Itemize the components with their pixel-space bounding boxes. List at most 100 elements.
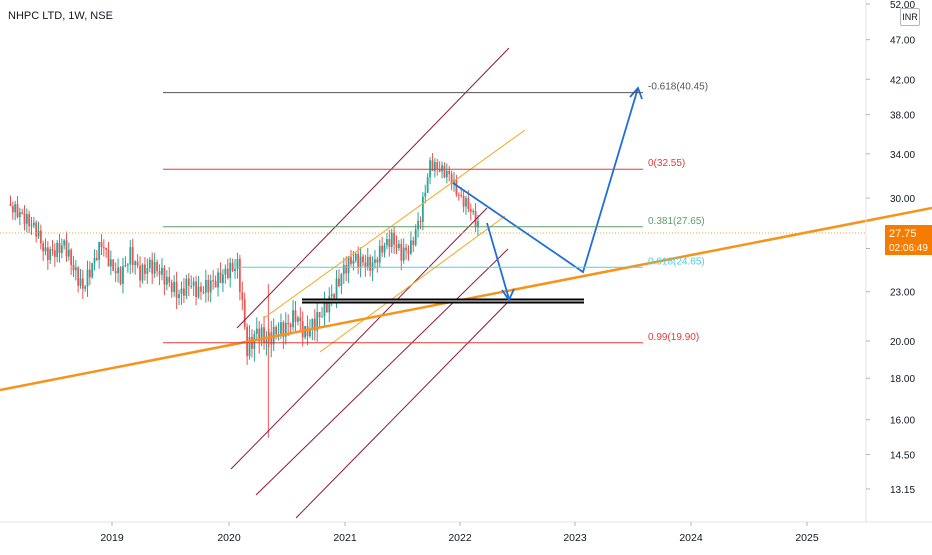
candle-body — [467, 198, 470, 209]
candle-body — [321, 316, 323, 318]
channel-outer-lower-1 — [255, 248, 509, 496]
y-tick-label: 14.50 — [890, 450, 915, 461]
candle-body — [402, 247, 405, 261]
candle-body — [362, 256, 364, 263]
candle-body — [219, 272, 222, 284]
candle-body — [144, 264, 146, 274]
candle-body — [438, 168, 441, 172]
candle-body — [32, 222, 35, 226]
x-tick-label: 2023 — [563, 532, 587, 544]
candle-body — [441, 165, 443, 172]
candle-body — [386, 239, 388, 246]
candle-body — [412, 240, 415, 245]
candle-body — [374, 259, 376, 263]
x-tick-label: 2024 — [679, 532, 703, 544]
candle-body — [229, 262, 232, 279]
candle-body — [388, 239, 391, 248]
candle-body — [443, 165, 446, 178]
candle-body — [122, 265, 124, 284]
candle-body — [426, 177, 429, 193]
candle-body — [117, 267, 119, 274]
y-tick-label: 42.00 — [890, 75, 915, 86]
candle-body — [226, 268, 229, 279]
candle-body — [359, 256, 362, 268]
y-tick-label: 52.00 — [890, 0, 915, 11]
candle-body — [14, 204, 17, 213]
y-tick-label: 30.00 — [890, 194, 915, 205]
candle-body — [304, 326, 307, 338]
candle-body — [88, 269, 91, 278]
candle-body — [180, 288, 183, 295]
candle-body — [46, 247, 49, 260]
candle-body — [131, 247, 134, 266]
candle-body — [178, 294, 180, 298]
candle-body — [30, 225, 33, 227]
candle-body — [417, 220, 419, 230]
candle-body — [366, 256, 369, 267]
candle-body — [424, 192, 427, 197]
time-axis[interactable]: 2019 2020 2021 2022 2023 2024 2025 — [100, 522, 819, 544]
candle-body — [414, 229, 417, 245]
candle-body — [107, 249, 110, 267]
y-tick-label: 38.00 — [890, 111, 915, 122]
candle-body — [340, 274, 343, 287]
candle-body — [141, 264, 144, 281]
candle-body — [299, 317, 302, 322]
candle-body — [91, 262, 94, 278]
candle-body — [378, 245, 381, 263]
candle-body — [238, 258, 241, 293]
drawings — [0, 47, 932, 519]
candle-body — [197, 286, 200, 298]
candle-body — [72, 264, 75, 271]
candle-body — [328, 296, 331, 313]
candle-body — [294, 310, 297, 322]
candle-body — [469, 208, 472, 212]
candle-body — [309, 329, 311, 337]
candle-body — [311, 318, 314, 330]
candle-body — [222, 274, 224, 284]
countdown-text: 02:06:49 — [889, 243, 928, 254]
candle-body — [58, 242, 61, 254]
candle-body — [338, 278, 340, 287]
candle-body — [148, 259, 151, 269]
candle-body — [477, 221, 479, 227]
candle-body — [195, 281, 197, 298]
candle-body — [129, 247, 132, 265]
candle-body — [168, 276, 171, 283]
candle-body — [161, 267, 163, 275]
candle-body — [56, 242, 59, 257]
candle-body — [114, 271, 117, 274]
candle-body — [419, 220, 422, 222]
x-tick-label: 2020 — [217, 532, 241, 544]
candle-body — [383, 245, 386, 253]
candle-body — [455, 179, 458, 195]
candle-body — [280, 322, 282, 334]
candle-body — [21, 212, 24, 214]
candle-body — [209, 280, 212, 293]
candle-body — [236, 258, 239, 269]
candle-body — [342, 265, 345, 275]
projection-path-2 — [486, 222, 510, 300]
candle-body — [450, 174, 453, 185]
candle-body — [98, 241, 101, 260]
candle-body — [354, 253, 357, 261]
candle-body — [289, 324, 292, 328]
candle-body — [301, 321, 304, 338]
candle-body — [453, 179, 455, 185]
candle-body — [472, 211, 475, 213]
candle-body — [460, 195, 463, 197]
candle-body — [136, 261, 139, 266]
candle-body — [60, 245, 63, 254]
channel-outer-middle — [230, 207, 488, 470]
candle-body — [63, 240, 66, 246]
currency-badge[interactable]: INR — [900, 8, 920, 26]
candle-body — [51, 249, 54, 251]
y-tick-label: 18.00 — [890, 374, 915, 385]
candle-body — [175, 281, 178, 298]
candle-body — [405, 247, 407, 251]
candle-body — [345, 265, 348, 274]
candle-body — [151, 259, 154, 274]
candle-body — [409, 240, 412, 254]
